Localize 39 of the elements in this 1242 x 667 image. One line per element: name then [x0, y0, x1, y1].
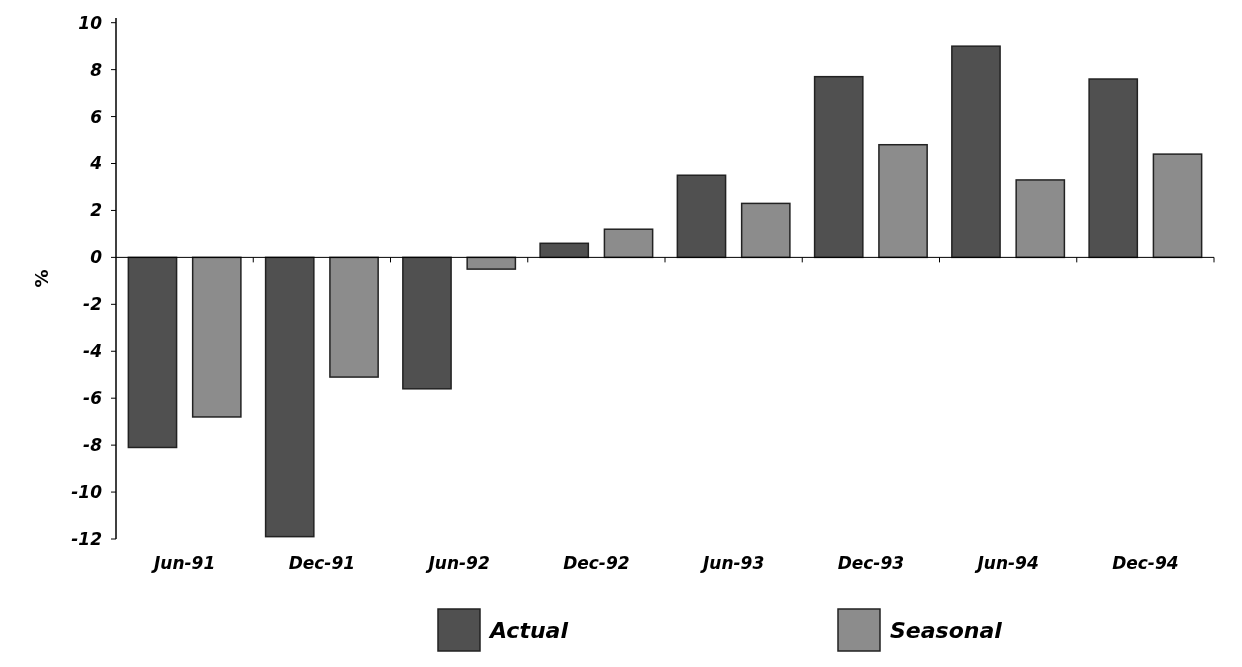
x-tick-label: Dec-94 [1112, 553, 1179, 573]
x-tick-label: Jun-93 [700, 553, 765, 573]
bar [951, 45, 1001, 259]
y-tick-label: 10 [78, 12, 103, 33]
y-axis-title: % [31, 269, 52, 288]
x-tick-label: Jun-94 [974, 553, 1039, 573]
y-tick-label: 0 [90, 247, 103, 268]
bar [127, 256, 178, 449]
y-tick-label: 6 [90, 106, 103, 127]
x-tick-label: Jun-91 [151, 553, 216, 573]
bar [878, 143, 928, 259]
bar [402, 256, 452, 390]
y-tick-label: -4 [83, 341, 102, 362]
y-tick-label: 8 [90, 59, 103, 80]
bar [740, 202, 791, 259]
x-tick-label: Jun-92 [425, 553, 490, 573]
bar [1015, 179, 1066, 259]
bar [1152, 153, 1203, 259]
y-tick-label: -12 [71, 528, 102, 549]
x-tick-label: Dec-93 [837, 553, 905, 573]
bar [329, 256, 379, 378]
bar [603, 228, 654, 259]
legend-label: Seasonal [890, 617, 1003, 643]
x-tick-label: Dec-91 [288, 553, 356, 573]
y-tick-label: 2 [90, 200, 102, 221]
bar [676, 174, 727, 259]
y-tick-label: 4 [89, 153, 102, 174]
bar [191, 256, 242, 418]
bar [1088, 78, 1139, 259]
legend-label: Actual [488, 617, 569, 643]
y-tick-label: -10 [71, 482, 103, 503]
bar [264, 256, 315, 538]
y-tick-label: -8 [83, 435, 103, 456]
x-tick-label: Dec-92 [563, 553, 630, 573]
bar [539, 242, 590, 259]
bar [813, 75, 864, 259]
bar [466, 256, 517, 270]
y-tick-label: -6 [83, 388, 103, 409]
y-tick-label: -2 [83, 294, 102, 315]
